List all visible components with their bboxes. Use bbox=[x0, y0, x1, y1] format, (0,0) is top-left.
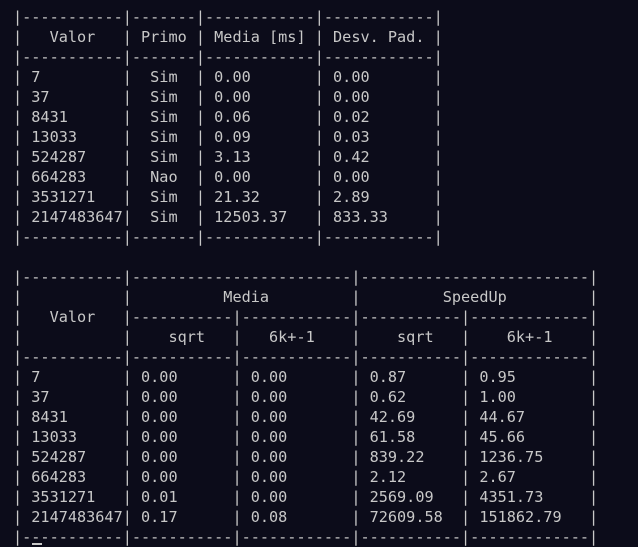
terminal-line: | 13033 | Sim | 0.09 | 0.03 | bbox=[13, 128, 443, 146]
terminal-line: | 13033 | 0.00 | 0.00 | 61.58 | 45.66 | bbox=[13, 428, 599, 446]
terminal-line: | 2147483647| 0.17 | 0.08 | 72609.58 | 1… bbox=[13, 508, 599, 526]
terminal-line: | 3531271 | 0.01 | 0.00 | 2569.09 | 4351… bbox=[13, 488, 599, 506]
terminal-line: |-----------|-----------|------------|--… bbox=[13, 528, 599, 546]
terminal-line: | 37 | Sim | 0.00 | 0.00 | bbox=[13, 88, 443, 106]
terminal-line: | | sqrt | 6k+-1 | sqrt | 6k+-1 | bbox=[13, 328, 599, 346]
text-cursor bbox=[32, 543, 42, 545]
terminal-line: | 664283 | Nao | 0.00 | 0.00 | bbox=[13, 168, 443, 186]
terminal-line: | 524287 | 0.00 | 0.00 | 839.22 | 1236.7… bbox=[13, 448, 599, 466]
terminal-line: | 8431 | Sim | 0.06 | 0.02 | bbox=[13, 108, 443, 126]
terminal-line: | 664283 | 0.00 | 0.00 | 2.12 | 2.67 | bbox=[13, 468, 599, 486]
terminal-line: | 37 | 0.00 | 0.00 | 0.62 | 1.00 | bbox=[13, 388, 599, 406]
terminal-line bbox=[13, 247, 598, 267]
terminal-line: |-----------|-----------|------------|--… bbox=[13, 348, 599, 366]
terminal-line: | 7 | 0.00 | 0.00 | 0.87 | 0.95 | bbox=[13, 368, 599, 386]
terminal-line: | 8431 | 0.00 | 0.00 | 42.69 | 44.67 | bbox=[13, 408, 599, 426]
terminal-line: | Valor |-----------|------------|------… bbox=[13, 308, 599, 326]
terminal-line: |-----------|-------|------------|------… bbox=[13, 228, 443, 246]
terminal-line: |-----------|------------------------|--… bbox=[13, 268, 599, 286]
terminal-line: | 3531271 | Sim | 21.32 | 2.89 | bbox=[13, 188, 443, 206]
terminal-line: | 524287 | Sim | 3.13 | 0.42 | bbox=[13, 148, 443, 166]
terminal-line: | 2147483647| Sim | 12503.37 | 833.33 | bbox=[13, 208, 443, 226]
terminal-line: | 7 | Sim | 0.00 | 0.00 | bbox=[13, 68, 443, 86]
terminal-line: |-----------|-------|------------|------… bbox=[13, 48, 443, 66]
terminal-line: |-----------|-------|------------|------… bbox=[13, 8, 443, 26]
terminal-output: |-----------|-------|------------|------… bbox=[13, 7, 598, 547]
terminal-line: | | Media | SpeedUp | bbox=[13, 288, 599, 306]
terminal-line: | Valor | Primo | Media [ms] | Desv. Pad… bbox=[13, 28, 443, 46]
